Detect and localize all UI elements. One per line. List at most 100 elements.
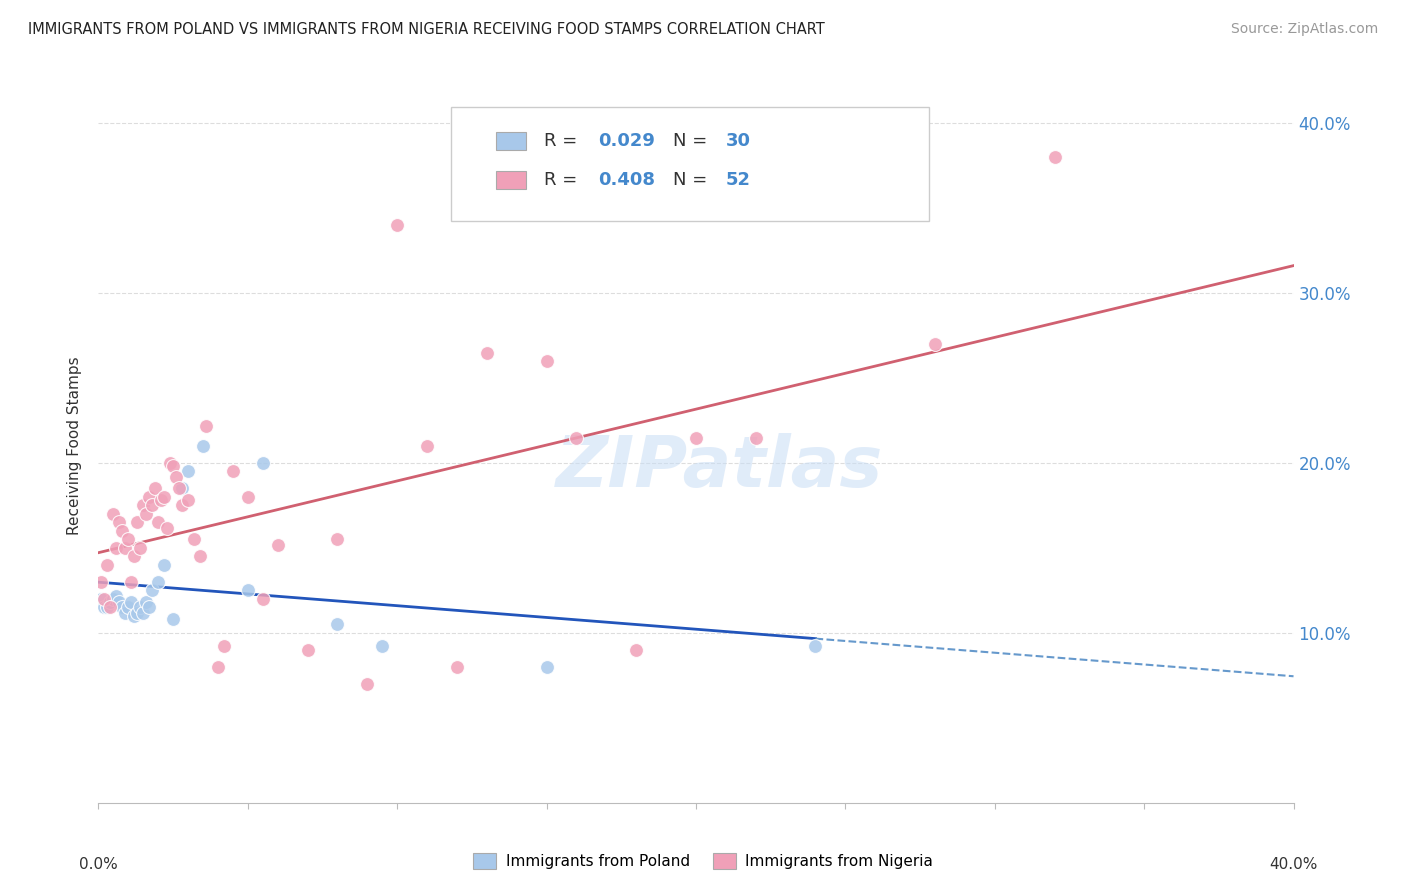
Point bbox=[685, 430, 707, 444]
Point bbox=[129, 600, 152, 615]
Point bbox=[162, 612, 184, 626]
Point bbox=[191, 439, 214, 453]
Point bbox=[124, 608, 146, 623]
Point bbox=[252, 456, 274, 470]
FancyBboxPatch shape bbox=[496, 132, 526, 150]
Text: R =: R = bbox=[544, 171, 583, 189]
Point bbox=[96, 600, 118, 615]
Point bbox=[148, 574, 170, 589]
Point bbox=[212, 640, 235, 654]
Point bbox=[129, 541, 152, 555]
Point bbox=[167, 482, 190, 496]
Text: IMMIGRANTS FROM POLAND VS IMMIGRANTS FROM NIGERIA RECEIVING FOOD STAMPS CORRELAT: IMMIGRANTS FROM POLAND VS IMMIGRANTS FRO… bbox=[28, 22, 825, 37]
Point bbox=[111, 524, 134, 538]
Point bbox=[626, 643, 648, 657]
Point bbox=[111, 600, 134, 615]
Point bbox=[132, 499, 155, 513]
Point bbox=[93, 591, 115, 606]
Point bbox=[156, 520, 179, 534]
Point bbox=[96, 558, 118, 572]
Point bbox=[356, 677, 378, 691]
Text: 40.0%: 40.0% bbox=[1270, 857, 1317, 872]
FancyBboxPatch shape bbox=[451, 107, 929, 221]
Point bbox=[416, 439, 439, 453]
Point bbox=[132, 606, 155, 620]
Point bbox=[114, 541, 136, 555]
Point bbox=[108, 595, 131, 609]
Point bbox=[172, 499, 194, 513]
Text: 0.029: 0.029 bbox=[598, 132, 655, 150]
Point bbox=[326, 617, 349, 632]
Point bbox=[536, 660, 558, 674]
Point bbox=[1043, 150, 1066, 164]
Point bbox=[141, 499, 163, 513]
Point bbox=[135, 507, 157, 521]
Point bbox=[117, 533, 139, 547]
Point bbox=[183, 533, 205, 547]
Point bbox=[162, 459, 184, 474]
Point bbox=[195, 418, 218, 433]
Point bbox=[153, 558, 176, 572]
Point bbox=[108, 516, 131, 530]
Point bbox=[114, 606, 136, 620]
Text: N =: N = bbox=[673, 171, 713, 189]
Text: ZIPatlas: ZIPatlas bbox=[557, 433, 883, 502]
FancyBboxPatch shape bbox=[496, 171, 526, 189]
Point bbox=[924, 337, 946, 351]
Point bbox=[150, 493, 173, 508]
Text: 52: 52 bbox=[725, 171, 751, 189]
Point bbox=[222, 465, 245, 479]
Point bbox=[565, 430, 588, 444]
Text: N =: N = bbox=[673, 132, 713, 150]
Point bbox=[124, 549, 146, 564]
Text: 0.0%: 0.0% bbox=[79, 857, 118, 872]
Point bbox=[90, 574, 112, 589]
Point bbox=[252, 591, 274, 606]
Point bbox=[120, 574, 142, 589]
Point bbox=[172, 482, 194, 496]
Point bbox=[326, 533, 349, 547]
Point bbox=[120, 595, 142, 609]
Point bbox=[100, 595, 122, 609]
Point bbox=[804, 640, 827, 654]
Point bbox=[236, 583, 259, 598]
Point bbox=[127, 516, 149, 530]
Point bbox=[446, 660, 468, 674]
Point bbox=[159, 456, 181, 470]
Point bbox=[371, 640, 394, 654]
Point bbox=[177, 493, 200, 508]
Point bbox=[297, 643, 319, 657]
Point bbox=[105, 541, 128, 555]
Point bbox=[103, 507, 125, 521]
Point bbox=[103, 591, 125, 606]
Point bbox=[385, 218, 409, 232]
Point bbox=[117, 600, 139, 615]
Point bbox=[148, 516, 170, 530]
Point bbox=[177, 465, 200, 479]
Point bbox=[188, 549, 211, 564]
Text: Source: ZipAtlas.com: Source: ZipAtlas.com bbox=[1230, 22, 1378, 37]
Point bbox=[127, 606, 149, 620]
Y-axis label: Receiving Food Stamps: Receiving Food Stamps bbox=[67, 357, 83, 535]
Point bbox=[745, 430, 768, 444]
Text: 0.408: 0.408 bbox=[598, 171, 655, 189]
Point bbox=[93, 600, 115, 615]
Text: 30: 30 bbox=[725, 132, 751, 150]
Point bbox=[536, 354, 558, 368]
Point bbox=[267, 537, 290, 551]
Point bbox=[100, 600, 122, 615]
Text: R =: R = bbox=[544, 132, 583, 150]
Point bbox=[153, 490, 176, 504]
Point bbox=[90, 591, 112, 606]
Point bbox=[135, 595, 157, 609]
Point bbox=[143, 482, 166, 496]
Point bbox=[141, 583, 163, 598]
Point bbox=[475, 345, 498, 359]
Point bbox=[105, 589, 128, 603]
Point bbox=[236, 490, 259, 504]
Point bbox=[138, 600, 160, 615]
Point bbox=[138, 490, 160, 504]
Point bbox=[207, 660, 229, 674]
Point bbox=[165, 469, 187, 483]
Legend: Immigrants from Poland, Immigrants from Nigeria: Immigrants from Poland, Immigrants from … bbox=[467, 847, 939, 875]
